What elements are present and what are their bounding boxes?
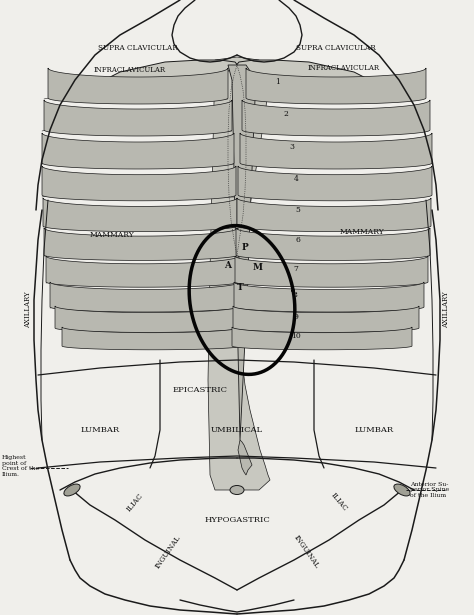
Text: 2: 2 <box>283 110 289 118</box>
Polygon shape <box>68 60 240 95</box>
Text: INFRACLAVICULAR: INFRACLAVICULAR <box>308 64 380 72</box>
Text: AXILLARY: AXILLARY <box>442 292 450 328</box>
Text: LUMBAR: LUMBAR <box>355 426 393 434</box>
Text: AXILLARY: AXILLARY <box>24 292 32 328</box>
Text: SUPRA CLAVICULAR: SUPRA CLAVICULAR <box>98 44 178 52</box>
Text: Highest
point of
Crest of the
Ilium.: Highest point of Crest of the Ilium. <box>2 455 39 477</box>
Text: MAMMARY: MAMMARY <box>340 228 384 236</box>
Text: A: A <box>225 261 231 269</box>
Text: Anterior Su-
perior Spine
of the Ilium: Anterior Su- perior Spine of the Ilium <box>410 482 449 498</box>
Polygon shape <box>246 68 426 104</box>
Text: 4: 4 <box>293 175 299 183</box>
Polygon shape <box>62 327 242 350</box>
Polygon shape <box>208 57 270 490</box>
Text: P: P <box>242 244 248 253</box>
Polygon shape <box>237 198 431 232</box>
Text: 7: 7 <box>293 265 299 273</box>
Text: 1: 1 <box>275 78 281 86</box>
Polygon shape <box>238 166 432 200</box>
Polygon shape <box>238 440 252 475</box>
Text: 8: 8 <box>292 291 298 299</box>
Text: 10: 10 <box>291 332 301 340</box>
Polygon shape <box>44 228 238 260</box>
Text: UMBILICAL: UMBILICAL <box>211 426 263 434</box>
Polygon shape <box>240 133 432 169</box>
Polygon shape <box>233 306 419 332</box>
Polygon shape <box>43 198 237 232</box>
Polygon shape <box>228 65 256 440</box>
Text: HYPOGASTRIC: HYPOGASTRIC <box>204 516 270 524</box>
Text: LUMBAR: LUMBAR <box>81 426 119 434</box>
Polygon shape <box>55 306 241 332</box>
Text: ILIAC: ILIAC <box>125 491 145 513</box>
Polygon shape <box>42 133 234 169</box>
Text: INGUINAL: INGUINAL <box>154 534 182 570</box>
Polygon shape <box>234 282 424 312</box>
Polygon shape <box>242 100 430 136</box>
Polygon shape <box>234 60 406 95</box>
Ellipse shape <box>394 484 410 496</box>
Polygon shape <box>235 256 428 287</box>
Polygon shape <box>232 327 412 350</box>
Text: M: M <box>253 263 263 272</box>
Polygon shape <box>50 282 240 312</box>
Text: INFRACLAVICULAR: INFRACLAVICULAR <box>94 66 166 74</box>
Polygon shape <box>46 256 239 287</box>
Text: 5: 5 <box>296 206 301 214</box>
Text: EPICASTRIC: EPICASTRIC <box>173 386 228 394</box>
Text: 3: 3 <box>290 143 294 151</box>
Text: MAMMARY: MAMMARY <box>90 231 134 239</box>
Text: ILIAC: ILIAC <box>329 491 349 513</box>
Ellipse shape <box>64 484 80 496</box>
Text: INGUINAL: INGUINAL <box>292 534 320 570</box>
Polygon shape <box>236 228 430 260</box>
Polygon shape <box>42 166 236 200</box>
Text: 6: 6 <box>296 236 301 244</box>
Text: T: T <box>237 284 243 293</box>
Polygon shape <box>44 100 232 136</box>
Ellipse shape <box>230 485 244 494</box>
Text: SUPRA CLAVICULAR: SUPRA CLAVICULAR <box>296 44 376 52</box>
Polygon shape <box>48 68 228 104</box>
Text: 9: 9 <box>293 313 299 321</box>
